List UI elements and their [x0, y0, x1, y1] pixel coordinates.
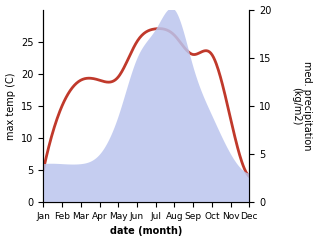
- X-axis label: date (month): date (month): [110, 227, 183, 236]
- Y-axis label: med. precipitation
(kg/m2): med. precipitation (kg/m2): [291, 61, 313, 151]
- Y-axis label: max temp (C): max temp (C): [5, 72, 16, 140]
